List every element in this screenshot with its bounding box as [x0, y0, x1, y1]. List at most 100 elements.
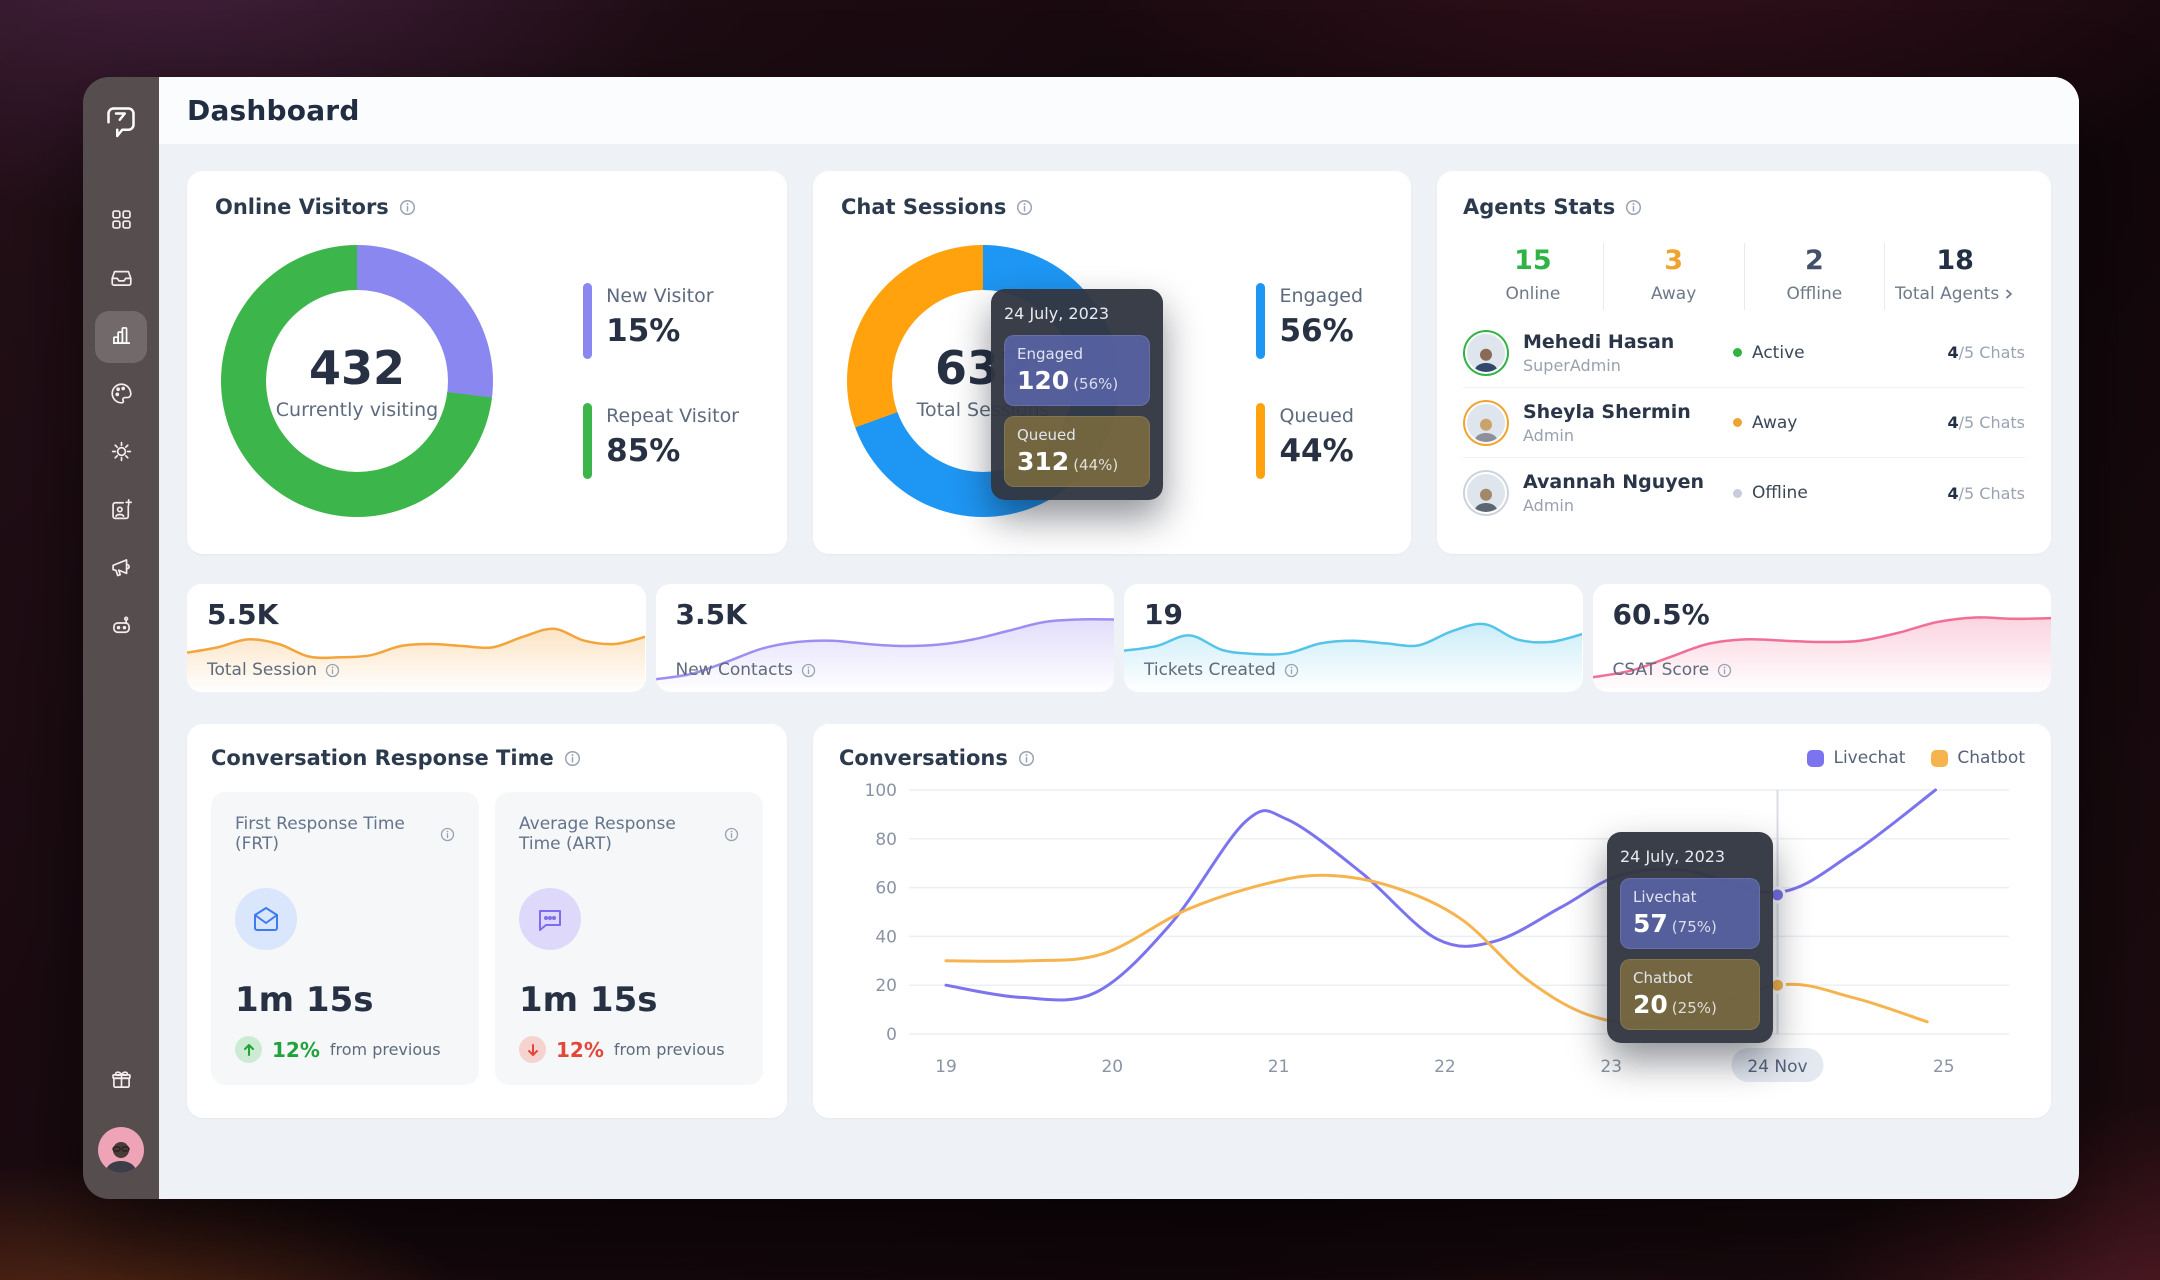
agent-row-sheyla[interactable]: Sheyla Shermin Admin Away 4/5 Chats: [1463, 388, 2025, 458]
legend-item-new-visitor[interactable]: New Visitor 15%: [583, 283, 739, 359]
online-visitors-donut-chart[interactable]: 432 Currently visiting: [221, 245, 493, 517]
csat-score-value: 60.5%: [1612, 598, 1710, 631]
tooltip-engaged-row: Engaged 120 (56%): [1004, 335, 1150, 406]
inbox-tray-icon: [108, 264, 135, 295]
info-icon[interactable]: [1625, 199, 1642, 216]
x-tick-label: 22: [1434, 1057, 1456, 1077]
x-tick-label: 19: [935, 1057, 957, 1077]
legend-item-repeat-visitor[interactable]: Repeat Visitor 85%: [583, 403, 739, 479]
tooltip-label: Queued: [1017, 426, 1076, 444]
sidebar-item-add-contact[interactable]: [95, 485, 147, 537]
frt-card: First Response Time (FRT) 1m 15s: [211, 792, 479, 1085]
away-count: 3: [1664, 245, 1684, 276]
summary-offline: 2 Offline: [1745, 243, 1886, 310]
online-visitors-count: 432: [308, 341, 406, 395]
new-contacts-value: 3.5K: [675, 598, 747, 631]
total-session-card[interactable]: 5.5K Total Session: [187, 584, 646, 692]
response-time-title: Conversation Response Time: [211, 746, 554, 770]
sidebar-item-dashboard[interactable]: [95, 195, 147, 247]
livechat-swatch: [1807, 749, 1825, 767]
legend-label: Repeat Visitor: [606, 405, 739, 427]
label-text: CSAT Score: [1612, 660, 1710, 680]
status-text: Offline: [1752, 483, 1808, 503]
tickets-created-value: 19: [1144, 598, 1183, 631]
legend-color-bar: [1256, 403, 1266, 479]
csat-score-label: CSAT Score: [1613, 660, 1733, 680]
agent-chats: 4/5 Chats: [1947, 413, 2025, 432]
agent-photo: [1474, 488, 1498, 512]
info-icon[interactable]: [325, 663, 340, 678]
total-agents-count: 18: [1936, 245, 1974, 276]
art-label: Average Response Time (ART): [519, 814, 676, 854]
legend-item-queued[interactable]: Queued 44%: [1256, 403, 1363, 479]
agent-row-mehedi[interactable]: Mehedi Hasan SuperAdmin Active 4/5 Chats: [1463, 318, 2025, 388]
art-value: 1m 15s: [519, 980, 658, 1020]
legend-value: 85%: [606, 433, 681, 469]
info-icon[interactable]: [1284, 663, 1299, 678]
info-icon[interactable]: [399, 199, 416, 216]
envelope-open-icon: [235, 888, 297, 950]
sidebar-item-whats-new[interactable]: [95, 1055, 147, 1107]
page-title: Dashboard: [187, 94, 360, 127]
online-visitors-title: Online Visitors: [215, 195, 389, 219]
frt-delta-note: from previous: [329, 1040, 441, 1059]
csat-score-card[interactable]: 60.5% CSAT Score: [1592, 584, 2051, 692]
info-icon[interactable]: [724, 827, 739, 842]
app-logo-chat-icon[interactable]: [99, 99, 143, 143]
chats-used: 4: [1947, 343, 1959, 362]
legend-livechat[interactable]: Livechat: [1807, 748, 1905, 768]
y-tick-label: 80: [875, 830, 897, 850]
legend-value: 56%: [1279, 313, 1354, 349]
new-contacts-card[interactable]: 3.5K New Contacts: [655, 584, 1114, 692]
conversations-line-chart[interactable]: 0 20 40 60 80 100 19 20 21 22 23 24 Nov 25: [839, 780, 2017, 1090]
legend-label: Queued: [1279, 405, 1354, 427]
info-icon[interactable]: [1016, 199, 1033, 216]
gridlines: [909, 789, 2009, 1035]
tooltip-value: 120: [1017, 366, 1070, 395]
legend-chatbot[interactable]: Chatbot: [1931, 748, 2025, 768]
agent-row-avannah[interactable]: Avannah Nguyen Admin Offline 4/5 Chats: [1463, 458, 2025, 528]
tooltip-pct: (44%): [1073, 456, 1119, 474]
chat-sessions-title: Chat Sessions: [841, 195, 1007, 219]
tooltip-value: 20: [1633, 990, 1668, 1019]
chats-capacity: /5 Chats: [1958, 483, 2025, 503]
csat-score-sparkline: [1592, 616, 2051, 692]
info-icon[interactable]: [564, 750, 581, 767]
y-tick-label: 100: [865, 781, 897, 801]
sidebar-item-appearance[interactable]: [95, 369, 147, 421]
summary-online: 15 Online: [1463, 243, 1604, 310]
info-icon[interactable]: [801, 663, 816, 678]
sidebar-item-campaigns[interactable]: [95, 543, 147, 595]
sidebar-item-analytics[interactable]: [95, 311, 147, 363]
online-visitors-center-label: Currently visiting: [275, 399, 439, 421]
frt-delta-pct: 12%: [272, 1037, 320, 1062]
chat-sessions-tooltip: 24 July, 2023 Engaged 120 (56%) Queued 31…: [991, 289, 1163, 500]
legend-label: New Visitor: [606, 285, 714, 307]
offline-count: 2: [1804, 245, 1824, 276]
info-icon[interactable]: [440, 827, 455, 842]
frt-value: 1m 15s: [235, 980, 374, 1020]
x-tick-label: 20: [1101, 1057, 1123, 1077]
y-tick-label: 40: [875, 927, 897, 947]
chats-capacity: /5 Chats: [1958, 343, 2025, 362]
agent-photo: [1474, 348, 1498, 372]
user-avatar[interactable]: [98, 1127, 144, 1173]
summary-total-agents[interactable]: 18 Total Agents: [1885, 243, 2025, 310]
sidebar-item-settings[interactable]: [95, 427, 147, 479]
tooltip-pct: (75%): [1671, 918, 1717, 936]
tickets-created-card[interactable]: 19 Tickets Created: [1124, 584, 1583, 692]
sidebar-item-inbox[interactable]: [95, 253, 147, 305]
sidebar-item-chatbot[interactable]: [95, 601, 147, 653]
chats-used: 4: [1947, 483, 1959, 503]
main-area: Dashboard Online Visitors: [159, 77, 2079, 1199]
info-icon[interactable]: [1717, 663, 1732, 678]
sidebar: [83, 77, 159, 1199]
conversations-chart-area: 0 20 40 60 80 100 19 20 21 22 23 24 Nov 25 24 July, …: [839, 780, 2025, 1094]
tooltip-date: 24 July, 2023: [1620, 847, 1726, 866]
info-icon[interactable]: [1018, 750, 1035, 767]
offline-label: Offline: [1786, 284, 1843, 304]
legend-item-engaged[interactable]: Engaged 56%: [1256, 283, 1363, 359]
status-text: Away: [1752, 412, 1798, 433]
agent-name: Avannah Nguyen: [1523, 471, 1705, 493]
art-delta: 12% from previous: [519, 1036, 739, 1063]
